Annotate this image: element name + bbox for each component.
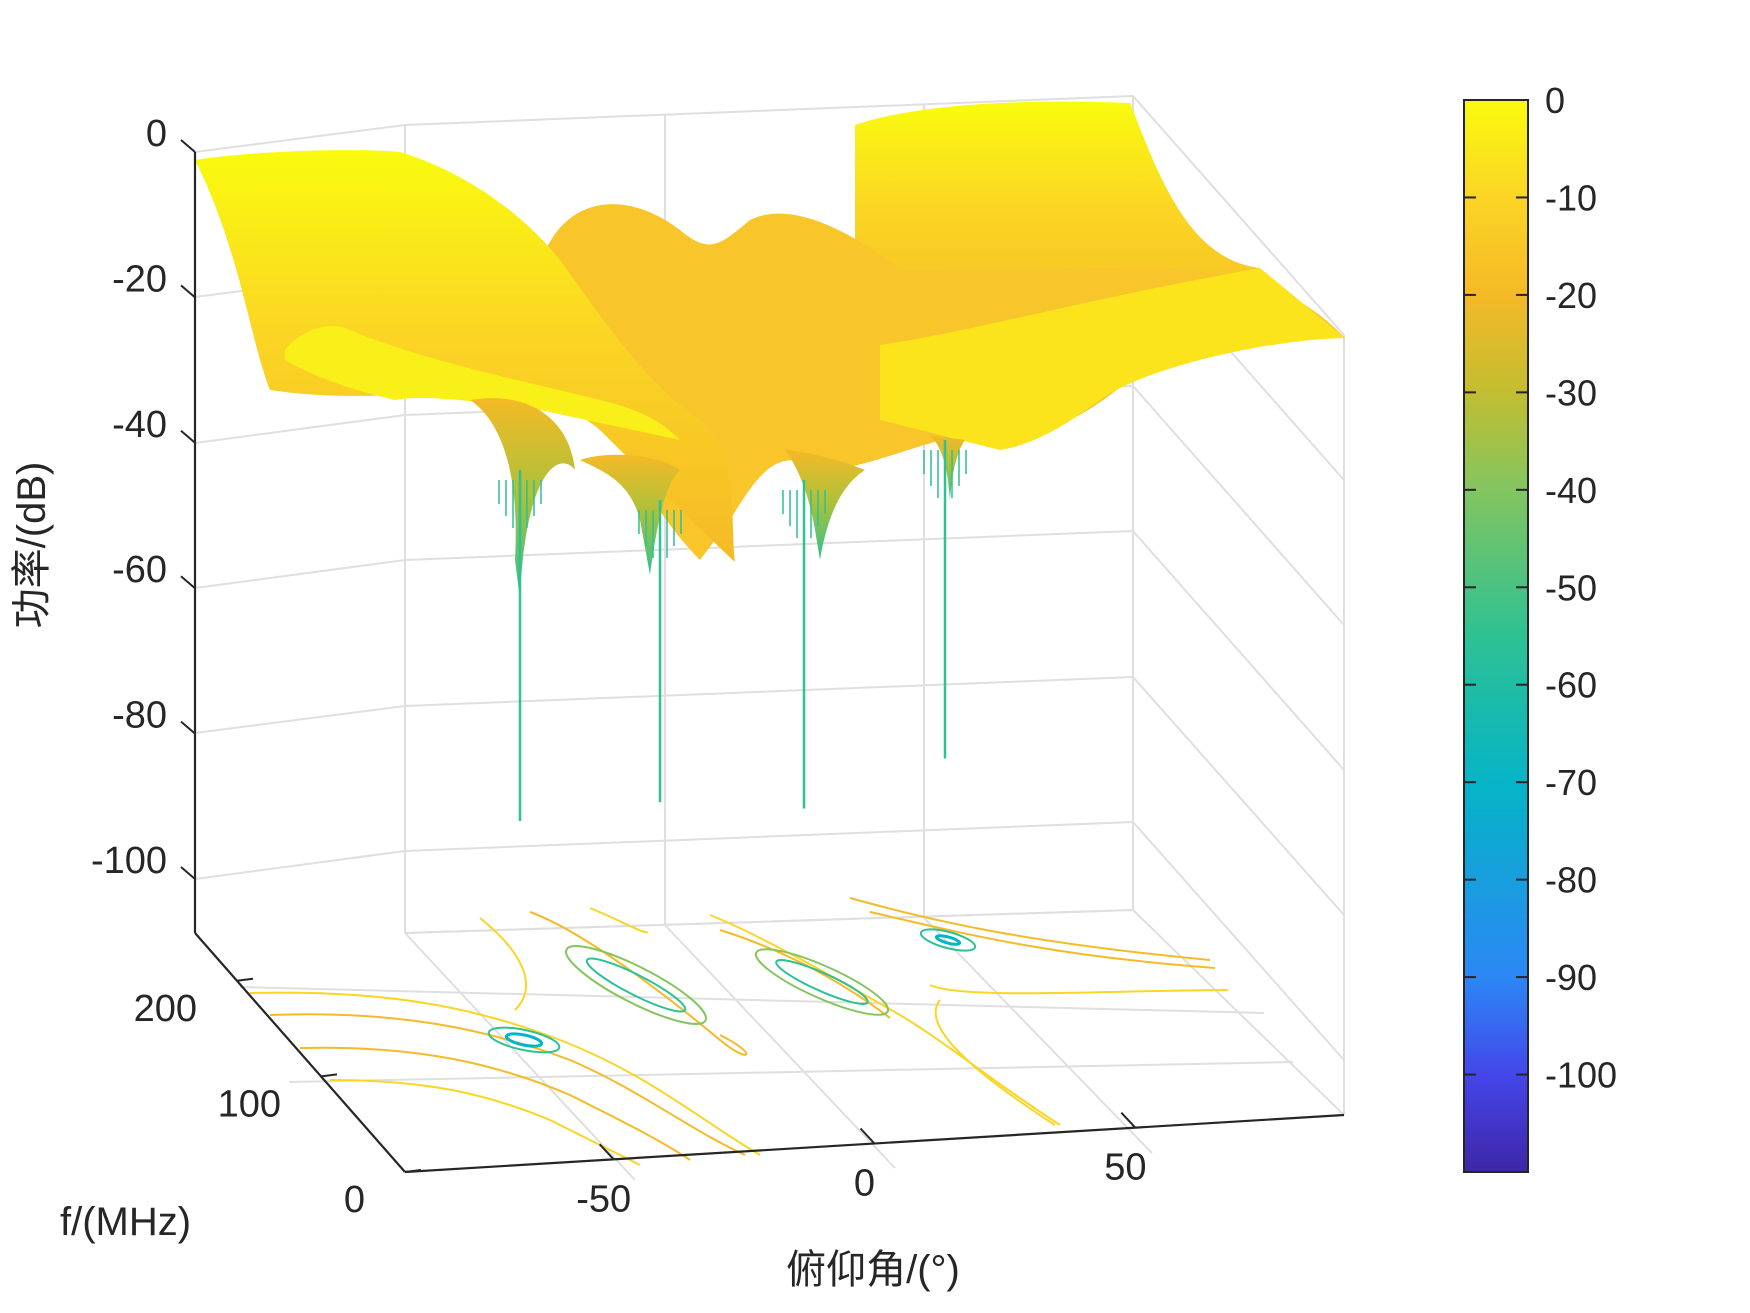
- x-tick: [1120, 1111, 1137, 1129]
- contour-line: [775, 959, 869, 1005]
- z-tick-label: -60: [112, 549, 167, 591]
- surface-patch: [285, 326, 680, 440]
- x-tick: [598, 1143, 615, 1161]
- contour-line: [487, 1026, 561, 1054]
- colorbar-tick-label: -30: [1545, 372, 1597, 413]
- contour-line: [869, 911, 1216, 969]
- y-tick-label: 100: [218, 1083, 281, 1125]
- null-spikes: [498, 440, 967, 821]
- power-surface: [195, 101, 1345, 600]
- colorbar-tick-label: -20: [1545, 275, 1597, 316]
- z-tick: [180, 866, 196, 880]
- contour-line: [709, 914, 1061, 1126]
- colorbar-tick-label: -70: [1545, 762, 1597, 803]
- contour-line: [479, 917, 527, 1011]
- z-tick-label: -100: [91, 840, 167, 882]
- y-tick: [404, 1169, 422, 1173]
- y-axis-title: f/(MHz): [60, 1200, 191, 1244]
- z-tick: [180, 284, 196, 299]
- contour-line: [934, 934, 962, 946]
- z-tick-label: -40: [112, 404, 167, 446]
- x-tick-label: -50: [576, 1178, 631, 1220]
- y-tick: [236, 977, 254, 982]
- axis-ticks: 0 -20 -40 -60 -80 -100 -50 0 50 0 100 200: [91, 113, 1147, 1221]
- colorbar-ticks: 0 -10 -20 -30 -40 -50 -60 -70 -80 -90 -100: [1464, 80, 1617, 1096]
- x-tick-label: 50: [1104, 1147, 1146, 1189]
- contour-line: [934, 999, 1056, 1126]
- z-tick-label: 0: [146, 113, 167, 155]
- contour-line: [249, 991, 761, 1156]
- z-tick: [180, 139, 196, 153]
- contour-line: [299, 1046, 691, 1161]
- y-tick-label: 0: [344, 1179, 365, 1221]
- surface-patch: [195, 150, 735, 562]
- colorbar-tick-label: -100: [1545, 1055, 1617, 1096]
- x-axis-title: 俯仰角/(°): [786, 1248, 960, 1292]
- axes-grid: [194, 95, 1345, 1181]
- colorbar-tick-label: -90: [1545, 957, 1597, 998]
- colorbar-tick-label: -50: [1545, 567, 1597, 608]
- surface-patch: [880, 268, 1345, 450]
- z-tick-label: -20: [112, 258, 167, 300]
- x-tick: [859, 1127, 876, 1145]
- contour-line: [919, 928, 977, 952]
- z-tick-label: -80: [112, 695, 167, 737]
- contour-line: [329, 1079, 641, 1166]
- colorbar-gradient: [1463, 99, 1529, 1173]
- surface-dip: [930, 435, 965, 500]
- contour-line: [529, 911, 748, 1056]
- contour-line: [589, 907, 649, 934]
- colorbar-tick-label: -40: [1545, 470, 1597, 511]
- contour-line: [269, 1013, 746, 1156]
- z-tick: [180, 430, 196, 444]
- colorbar-tick-label: -80: [1545, 860, 1597, 901]
- x-tick-label: 0: [854, 1163, 875, 1205]
- colorbar-tick-label: 0: [1545, 80, 1565, 121]
- contour-line: [565, 945, 707, 1025]
- colorbar-tick-label: -10: [1545, 177, 1597, 218]
- contour-line: [754, 948, 890, 1016]
- colorbar: 0 -10 -20 -30 -40 -50 -60 -70 -80 -90 -100: [1463, 80, 1617, 1173]
- contour-line: [849, 897, 1211, 961]
- y-tick: [320, 1073, 338, 1078]
- contour-line: [585, 957, 687, 1013]
- contour-line: [504, 1032, 544, 1048]
- surface-dip: [580, 454, 680, 575]
- base-contours: [249, 897, 1229, 1166]
- z-axis-title: 功率/(dB): [10, 462, 54, 629]
- contour-line: [719, 929, 891, 1019]
- colorbar-tick-label: -60: [1545, 665, 1597, 706]
- surface-dip: [470, 398, 575, 600]
- y-tick-label: 200: [134, 988, 197, 1030]
- z-tick: [180, 720, 196, 735]
- contour-line: [929, 984, 1229, 995]
- z-tick: [180, 575, 196, 589]
